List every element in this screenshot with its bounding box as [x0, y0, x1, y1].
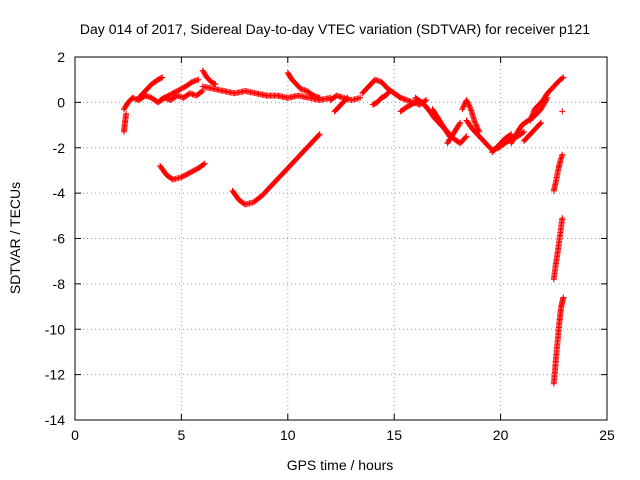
data-point: [560, 74, 567, 81]
data-point: [538, 119, 544, 126]
data-point: [519, 129, 526, 136]
data-point: [559, 108, 566, 115]
data-point: [459, 106, 466, 113]
x-tick-label: 0: [71, 427, 79, 443]
data-point: [474, 125, 481, 131]
data-point: [466, 103, 473, 110]
data-point: [463, 97, 470, 104]
data-point: [472, 121, 479, 128]
data-point: [316, 131, 323, 138]
data-point: [467, 104, 474, 111]
data-point: [423, 97, 430, 104]
data-point: [472, 119, 479, 126]
data-point: [559, 75, 566, 82]
data-point: [456, 120, 463, 127]
data-point: [315, 132, 322, 139]
data-point: [123, 110, 130, 117]
x-tick-label: 15: [386, 427, 402, 443]
plot-border: [74, 56, 608, 421]
data-point: [475, 126, 482, 133]
data-points: [120, 67, 567, 387]
grid: [75, 57, 607, 420]
data-point: [459, 104, 466, 111]
data-point: [473, 122, 480, 129]
data-point: [201, 160, 208, 167]
data-point: [560, 294, 567, 301]
data-point: [462, 134, 469, 141]
data-point: [198, 88, 205, 95]
data-point: [521, 128, 527, 135]
y-tick-label: -10: [45, 321, 65, 337]
data-point: [460, 103, 467, 110]
y-tick-label: 0: [57, 94, 65, 110]
data-point: [559, 215, 566, 222]
y-axis-label: SDTVAR / TECUs: [7, 182, 23, 294]
data-point: [316, 94, 323, 101]
data-point: [465, 101, 472, 107]
y-tick-label: -2: [53, 140, 66, 156]
data-point: [457, 119, 464, 126]
y-tick-label: 2: [57, 49, 65, 65]
data-point: [512, 132, 519, 139]
y-tick-label: -14: [45, 412, 65, 428]
data-point: [466, 102, 472, 109]
data-point: [539, 103, 546, 110]
x-axis-label: GPS time / hours: [287, 457, 394, 473]
data-point: [507, 131, 514, 138]
y-tick-label: -4: [53, 185, 66, 201]
data-point: [344, 94, 351, 101]
x-tick-label: 20: [493, 427, 509, 443]
data-point: [357, 94, 364, 101]
x-tick-label: 5: [178, 427, 186, 443]
data-point: [559, 151, 566, 158]
data-point: [473, 123, 480, 130]
data-point: [195, 76, 202, 83]
data-point: [537, 120, 544, 127]
data-point: [386, 88, 393, 95]
data-point: [158, 75, 165, 81]
data-point: [463, 133, 470, 140]
chart-title: Day 014 of 2017, Sidereal Day-to-day VTE…: [80, 21, 590, 37]
data-point: [212, 81, 219, 88]
data-point: [464, 99, 471, 106]
data-point: [159, 74, 166, 81]
data-point: [343, 95, 350, 102]
y-tick-label: -6: [53, 231, 66, 247]
x-tick-label: 10: [280, 427, 296, 443]
data-point: [200, 161, 207, 168]
y-tick-label: -12: [45, 367, 65, 383]
data-point: [411, 100, 418, 106]
data-point: [386, 88, 393, 94]
x-tick-label: 25: [599, 427, 615, 443]
y-tick-label: -8: [53, 276, 66, 292]
data-point: [464, 98, 471, 105]
